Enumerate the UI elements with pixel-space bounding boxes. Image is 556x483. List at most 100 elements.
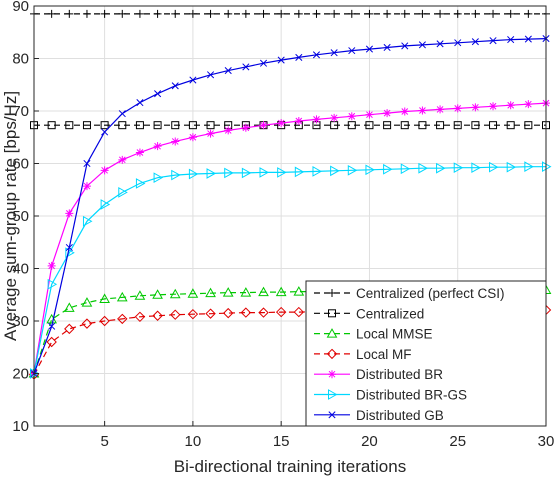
data-point bbox=[312, 115, 321, 124]
data-point bbox=[188, 133, 197, 142]
y-tick-label: 60 bbox=[12, 156, 29, 173]
data-point bbox=[471, 38, 479, 46]
legend-item: Distributed BR bbox=[314, 367, 443, 382]
legend-label: Local MMSE bbox=[356, 327, 433, 342]
data-point bbox=[524, 100, 533, 109]
legend-label: Centralized (perfect CSI) bbox=[356, 286, 505, 301]
data-point bbox=[224, 9, 233, 18]
data-point bbox=[489, 121, 498, 130]
x-tick-label: 25 bbox=[449, 433, 466, 450]
data-point bbox=[206, 9, 215, 18]
legend-marker bbox=[328, 389, 338, 400]
data-point bbox=[224, 126, 233, 135]
data-point bbox=[275, 306, 287, 318]
data-point bbox=[100, 9, 109, 18]
data-point bbox=[153, 142, 162, 151]
data-point bbox=[206, 121, 215, 130]
data-point bbox=[46, 336, 57, 348]
data-point bbox=[206, 71, 215, 79]
x-tick-label: 10 bbox=[185, 433, 202, 450]
data-point bbox=[277, 167, 287, 178]
y-tick-label: 80 bbox=[12, 51, 29, 68]
data-point bbox=[418, 121, 427, 130]
data-point bbox=[418, 106, 427, 115]
data-point bbox=[48, 322, 56, 330]
data-point bbox=[383, 9, 392, 18]
data-point bbox=[100, 166, 109, 175]
data-point bbox=[436, 40, 444, 48]
data-point bbox=[489, 37, 497, 45]
data-point bbox=[347, 9, 356, 18]
data-point bbox=[187, 288, 199, 298]
data-point bbox=[100, 121, 109, 130]
data-point bbox=[171, 82, 179, 90]
data-point bbox=[81, 318, 93, 329]
data-point bbox=[453, 104, 462, 113]
y-tick-label: 70 bbox=[12, 103, 29, 120]
data-point bbox=[383, 43, 391, 52]
y-tick-label: 40 bbox=[12, 261, 29, 278]
legend-item: Centralized bbox=[314, 306, 424, 321]
data-point bbox=[63, 302, 75, 312]
data-point bbox=[454, 39, 462, 47]
data-point bbox=[347, 121, 356, 130]
data-point bbox=[135, 178, 146, 189]
data-point bbox=[65, 9, 74, 18]
data-point bbox=[524, 9, 533, 18]
data-point bbox=[205, 287, 216, 298]
data-point bbox=[365, 110, 374, 119]
data-point bbox=[47, 261, 56, 270]
data-point bbox=[436, 162, 446, 174]
data-point bbox=[64, 323, 75, 335]
data-point bbox=[506, 161, 517, 173]
data-point bbox=[171, 9, 180, 18]
data-point bbox=[330, 113, 339, 122]
legend-marker bbox=[328, 411, 336, 419]
data-point bbox=[330, 49, 338, 57]
y-tick-label: 50 bbox=[12, 208, 29, 225]
data-point bbox=[242, 63, 250, 71]
data-point bbox=[188, 9, 197, 18]
data-point bbox=[259, 59, 268, 67]
data-point bbox=[83, 159, 91, 168]
series bbox=[30, 9, 550, 18]
data-point bbox=[489, 161, 499, 173]
data-point bbox=[171, 169, 181, 181]
series bbox=[30, 99, 550, 378]
data-point bbox=[99, 315, 110, 327]
legend-marker bbox=[328, 289, 336, 297]
data-point bbox=[453, 9, 462, 18]
data-point bbox=[506, 101, 515, 110]
y-tick-label: 10 bbox=[12, 418, 29, 435]
data-point bbox=[471, 121, 480, 130]
data-point bbox=[294, 9, 303, 18]
data-point bbox=[241, 167, 252, 179]
series-line bbox=[33, 166, 546, 374]
data-point bbox=[401, 42, 409, 50]
data-point bbox=[240, 307, 252, 318]
data-point bbox=[118, 155, 127, 164]
ticks: 5 10 15 20 25 30 10 20 30 40 50 60 70 80 90 bbox=[12, 0, 554, 450]
x-tick-label: 30 bbox=[538, 433, 555, 450]
data-point bbox=[187, 308, 199, 320]
data-point bbox=[65, 209, 74, 218]
data-point bbox=[224, 167, 234, 179]
legend-marker bbox=[326, 348, 338, 360]
legend-item: Local MMSE bbox=[314, 327, 433, 342]
data-point bbox=[312, 51, 321, 59]
x-tick-label: 15 bbox=[273, 433, 290, 450]
data-point bbox=[82, 121, 91, 130]
data-point bbox=[171, 121, 180, 130]
data-point bbox=[383, 163, 393, 175]
data-point bbox=[152, 289, 163, 299]
data-point bbox=[471, 162, 481, 174]
data-point bbox=[365, 9, 374, 18]
data-point bbox=[506, 9, 515, 18]
legend: Centralized (perfect CSI) Centralized Loca… bbox=[305, 280, 547, 427]
data-point bbox=[277, 119, 286, 128]
data-point bbox=[524, 121, 533, 130]
data-point bbox=[47, 278, 58, 290]
legend-label: Distributed GB bbox=[356, 408, 444, 423]
data-point bbox=[293, 306, 305, 318]
